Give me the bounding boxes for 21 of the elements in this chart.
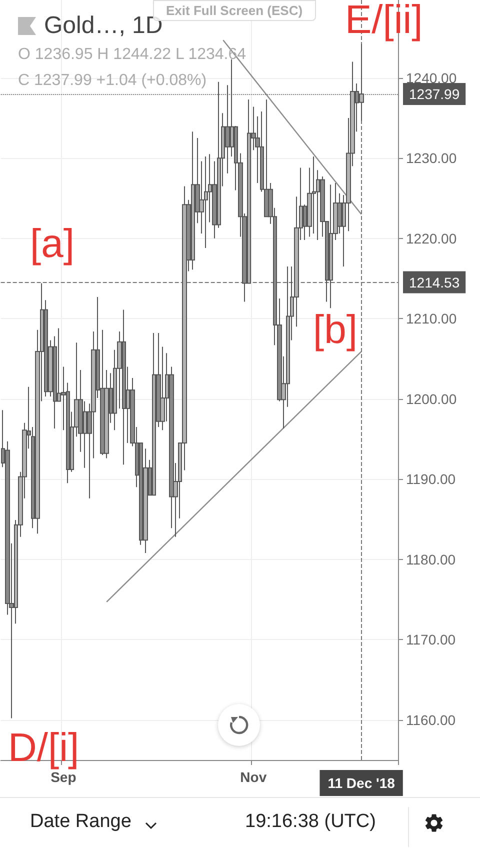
ref-line-label: 1214.53 xyxy=(409,274,460,290)
y-tick-label: 1170.00 xyxy=(406,632,456,648)
y-tick-label: 1210.00 xyxy=(406,310,457,327)
annotation: [a] xyxy=(30,222,74,267)
annotation: Exit Full Screen (ESC) xyxy=(166,3,303,18)
y-tick-label: 1230.00 xyxy=(406,150,457,166)
y-tick-label: 1190.00 xyxy=(406,471,456,488)
y-tick-label: 1220.00 xyxy=(406,230,457,246)
x-tick-label: Sep xyxy=(50,769,76,785)
annotation: D/[i] xyxy=(8,726,80,771)
annotation: [b] xyxy=(313,308,358,353)
y-tick-label: 1180.00 xyxy=(406,551,456,568)
ref-line-label: 1237.99 xyxy=(409,86,460,102)
text: Gold…, 1D xyxy=(44,12,163,40)
x-tick-label: Nov xyxy=(240,769,267,785)
y-tick-label: 1160.00 xyxy=(406,712,456,728)
y-tick-label: 1200.00 xyxy=(406,390,457,407)
text: Date Range xyxy=(30,811,132,833)
x-tick-label: 11 Dec '18 xyxy=(328,775,396,791)
y-tick-label: 1240.00 xyxy=(406,70,457,86)
text: 19:16:38 (UTC) xyxy=(245,811,376,833)
